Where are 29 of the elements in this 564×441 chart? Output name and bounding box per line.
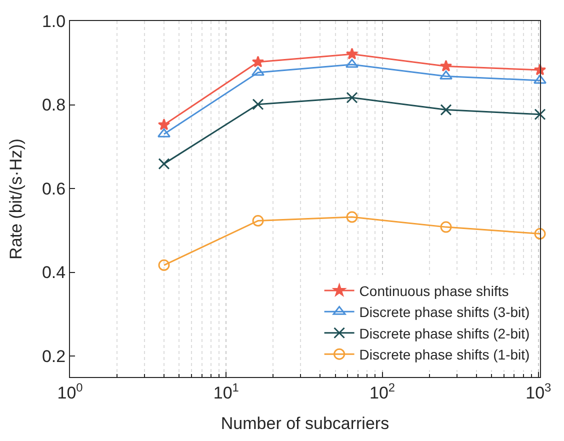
y-axis-title: Rate (bit/(s·Hz)) bbox=[6, 138, 26, 260]
y-tick-label: 0.6 bbox=[42, 179, 66, 198]
x-tick-label: 10$^{2}$ bbox=[369, 380, 396, 402]
x-tick-label: 10$^{3}$ bbox=[526, 380, 552, 402]
legend-label: Discrete phase shifts (3-bit) bbox=[359, 304, 530, 320]
point bbox=[252, 215, 264, 227]
legend-label: Continuous phase shifts bbox=[359, 282, 509, 299]
x-axis-title: Number of subcarriers bbox=[220, 414, 390, 433]
point bbox=[252, 98, 264, 110]
point bbox=[534, 108, 546, 120]
y-tick-label: 0.8 bbox=[42, 96, 66, 115]
x-tick-label: 10$^{0}$ bbox=[57, 380, 84, 402]
point bbox=[346, 48, 358, 60]
point bbox=[440, 104, 452, 116]
point bbox=[158, 158, 170, 170]
point bbox=[158, 118, 170, 130]
point bbox=[534, 228, 546, 240]
point bbox=[158, 259, 170, 271]
point bbox=[440, 60, 452, 72]
y-tick-label: 0.4 bbox=[42, 263, 66, 282]
point bbox=[346, 92, 358, 104]
x-tick-label: 10$^{1}$ bbox=[213, 380, 240, 402]
point bbox=[440, 221, 452, 233]
y-tick-label: 0.2 bbox=[42, 347, 66, 366]
point bbox=[346, 211, 358, 223]
legend-label: Discrete phase shifts (2-bit) bbox=[359, 325, 530, 342]
y-tick-label: 1.0 bbox=[42, 12, 66, 31]
legend-label: Discrete phase shifts (1-bit) bbox=[359, 346, 530, 363]
point bbox=[252, 56, 264, 68]
